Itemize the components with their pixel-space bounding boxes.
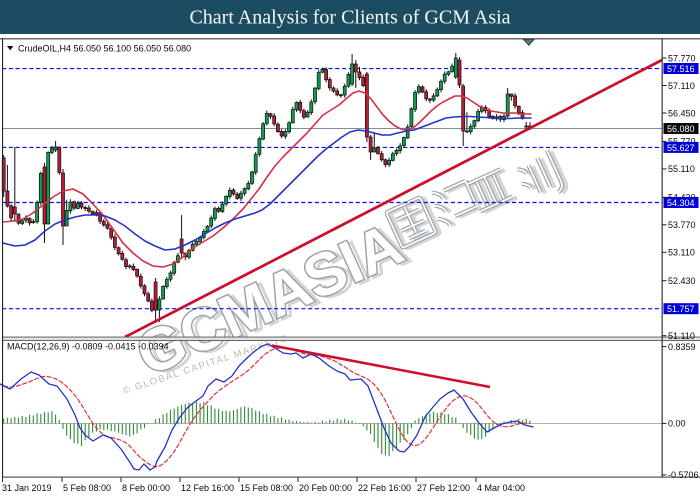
svg-text:0.8359: 0.8359	[668, 342, 696, 352]
svg-text:51.110: 51.110	[668, 331, 695, 341]
svg-text:51.757: 51.757	[667, 304, 695, 314]
svg-text:55.770: 55.770	[668, 137, 696, 147]
svg-text:55.110: 55.110	[668, 164, 695, 174]
svg-text:57.516: 57.516	[667, 64, 695, 74]
svg-text:54.304: 54.304	[667, 198, 695, 208]
svg-text:0.00: 0.00	[668, 419, 686, 429]
svg-text:53.110: 53.110	[668, 248, 695, 258]
svg-text:5 Feb 08:00: 5 Feb 08:00	[63, 483, 111, 493]
svg-text:56.450: 56.450	[668, 108, 696, 118]
svg-text:4 Mar 04:00: 4 Mar 04:00	[477, 483, 525, 493]
svg-text:52.430: 52.430	[668, 276, 696, 286]
svg-text:57.110: 57.110	[668, 81, 695, 91]
svg-text:55.627: 55.627	[667, 143, 695, 153]
svg-text:22 Feb 16:00: 22 Feb 16:00	[358, 483, 411, 493]
svg-text:12 Feb 16:00: 12 Feb 16:00	[181, 483, 234, 493]
svg-text:15 Feb 08:00: 15 Feb 08:00	[240, 483, 293, 493]
svg-text:31 Jan 2019: 31 Jan 2019	[2, 483, 52, 493]
svg-text:8 Feb 00:00: 8 Feb 00:00	[122, 483, 170, 493]
svg-text:20 Feb 00:00: 20 Feb 00:00	[299, 483, 352, 493]
svg-text:27 Feb 12:00: 27 Feb 12:00	[417, 483, 470, 493]
svg-text:57.770: 57.770	[668, 53, 696, 63]
svg-text:53.770: 53.770	[668, 220, 696, 230]
svg-text:MACD(12,26,9) -0.0809 -0.0415: MACD(12,26,9) -0.0809 -0.0415 -0.0394	[7, 342, 169, 352]
svg-text:-0.5706: -0.5706	[668, 470, 699, 480]
svg-text:Chart Analysis for Clients of: Chart Analysis for Clients of GCM Asia	[189, 7, 510, 29]
svg-text:CrudeOIL,H4 56.050 56.100 56.: CrudeOIL,H4 56.050 56.100 56.050 56.080	[18, 44, 191, 54]
svg-text:56.080: 56.080	[667, 124, 695, 134]
